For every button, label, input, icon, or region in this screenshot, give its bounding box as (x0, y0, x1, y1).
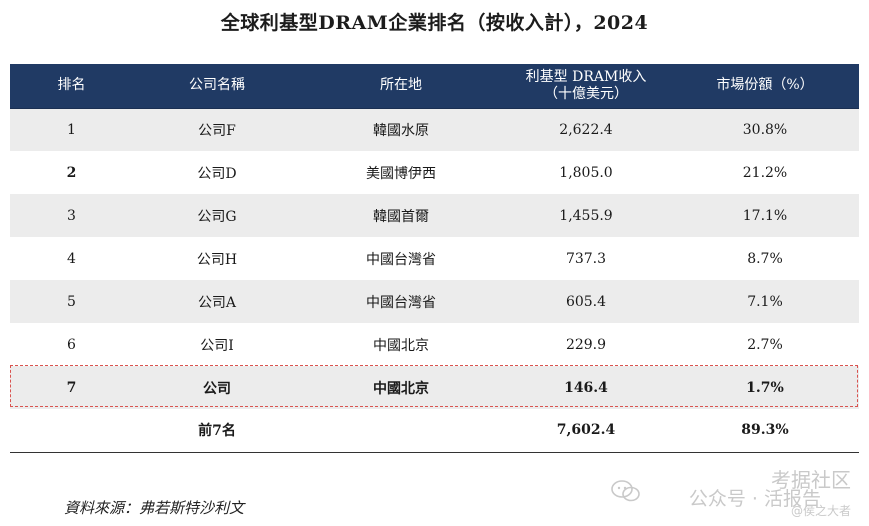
cell-rank: 3 (67, 207, 76, 224)
source-note: 資料來源：弗若斯特沙利文 (64, 499, 245, 517)
cell-rank: 1 (67, 121, 76, 138)
wechat-icon (611, 480, 640, 502)
table-row: 4 公司H 中國台灣省 737.3 8.7% (10, 237, 859, 280)
cell-empty (10, 409, 133, 452)
table-row: 5 公司A 中國台灣省 605.4 7.1% (10, 280, 859, 323)
header-location: 所在地 (380, 77, 422, 94)
cell-company: 公司H (196, 251, 238, 268)
watermark-line1: 考据社区 (771, 468, 851, 492)
cell-rank: 4 (67, 250, 76, 267)
watermark: 考据社区 公众号 · 活报告 @侯之大者 (611, 464, 851, 520)
watermark-line3: @侯之大者 (790, 504, 851, 518)
cell-company: 公司I (200, 337, 234, 354)
cell-company: 公司G (197, 208, 237, 225)
cell-location: 中國北京 (373, 337, 429, 354)
cell-rank: 6 (67, 336, 76, 353)
cell-company: 公司A (197, 294, 237, 311)
cell-share: 17.1% (742, 207, 788, 224)
cell-share: 7.1% (747, 293, 783, 310)
cell-revenue: 146.4 (564, 379, 608, 396)
total-share: 89.3% (741, 422, 789, 439)
total-row: 前7名 7,602.4 89.3% (10, 409, 859, 452)
total-label: 前7名 (198, 423, 236, 440)
table-row-highlighted: 7 公司 中國北京 146.4 1.7% (10, 366, 859, 409)
total-revenue: 7,602.4 (556, 422, 616, 439)
cell-revenue: 1,455.9 (559, 207, 613, 224)
cell-share: 8.7% (747, 250, 783, 267)
page-title: 全球利基型DRAM企業排名（按收入計），2024 (220, 12, 649, 34)
table-row: 6 公司I 中國北京 229.9 2.7% (10, 323, 859, 366)
cell-revenue: 1,805.0 (559, 164, 613, 181)
header-revenue-line1: 利基型 DRAM收入 (525, 68, 647, 85)
cell-location: 韓國首爾 (373, 208, 429, 225)
table-row: 3 公司G 韓國首爾 1,455.9 17.1% (10, 194, 859, 237)
table-row: 2 公司D 美國博伊西 1,805.0 21.2% (10, 151, 859, 194)
cell-location: 美國博伊西 (366, 165, 436, 182)
cell-location: 中國台灣省 (366, 251, 436, 268)
cell-share: 2.7% (747, 336, 783, 353)
table-header-row: 排名 公司名稱 所在地 利基型 DRAM收入 （十億美元） 市場份額（%） (10, 64, 859, 108)
header-revenue: 利基型 DRAM收入 （十億美元） (501, 64, 671, 108)
cell-rank: 5 (67, 293, 76, 310)
cell-share: 21.2% (742, 164, 788, 181)
cell-rank: 2 (66, 164, 77, 181)
cell-empty (301, 409, 501, 452)
cell-revenue: 605.4 (565, 293, 607, 310)
watermark-line2: 公众号 · 活报告 (688, 488, 821, 510)
cell-revenue: 2,622.4 (559, 121, 613, 138)
header-rank: 排名 (57, 77, 86, 94)
cell-location: 中國台灣省 (366, 294, 436, 311)
cell-company: 公司 (203, 380, 231, 397)
cell-revenue: 737.3 (565, 250, 607, 267)
cell-share: 1.7% (746, 379, 784, 396)
cell-rank: 7 (66, 379, 77, 396)
header-share: 市場份額（%） (716, 77, 814, 94)
cell-company: 公司D (197, 165, 237, 182)
table-row: 1 公司F 韓國水原 2,622.4 30.8% (10, 108, 859, 151)
cell-share: 30.8% (742, 121, 788, 138)
dram-ranking-table: 排名 公司名稱 所在地 利基型 DRAM收入 （十億美元） 市場份額（%） 1 … (10, 64, 859, 453)
cell-location: 韓國水原 (373, 122, 429, 139)
header-revenue-line2: （十億美元） (544, 85, 628, 102)
cell-location: 中國北京 (373, 380, 429, 397)
cell-company: 公司F (198, 122, 236, 139)
cell-revenue: 229.9 (565, 336, 607, 353)
header-company: 公司名稱 (189, 77, 245, 94)
